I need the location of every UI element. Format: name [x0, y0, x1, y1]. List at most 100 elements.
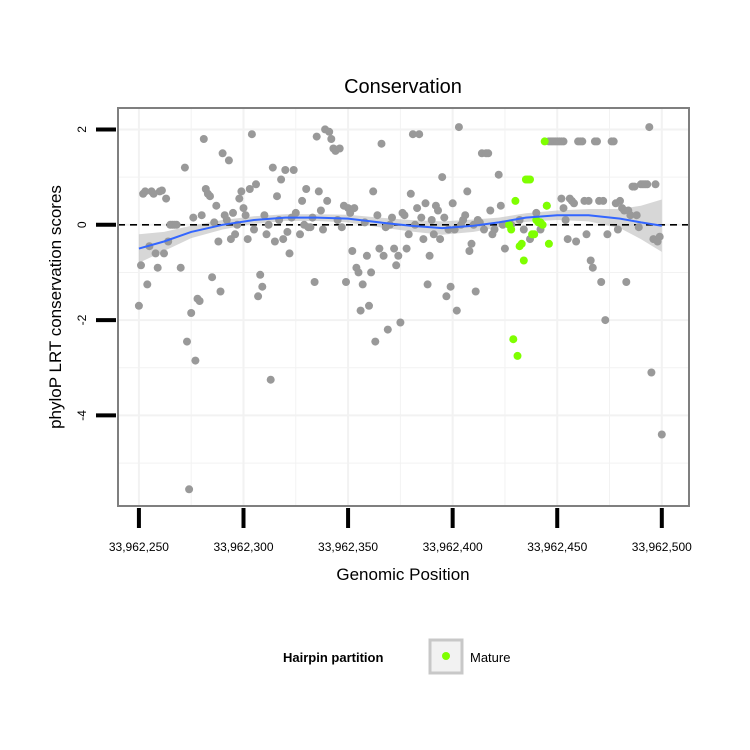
data-point	[266, 375, 275, 384]
data-point	[578, 137, 587, 146]
data-point	[429, 230, 438, 239]
data-point	[559, 137, 568, 146]
data-point	[212, 201, 221, 210]
data-point	[235, 194, 244, 203]
x-axis: 33,962,250 33,962,300 33,962,350 33,962,400…	[109, 508, 692, 554]
y-tick-label: -2	[75, 314, 89, 325]
data-point	[465, 247, 474, 255]
panel-background	[118, 108, 689, 506]
data-point	[354, 268, 363, 277]
data-point	[291, 208, 300, 217]
data-point	[490, 225, 499, 234]
data-point-mature	[540, 137, 549, 146]
data-point	[632, 211, 641, 220]
x-tick-label: 33,962,450	[527, 540, 587, 554]
data-point	[586, 256, 595, 265]
data-point	[172, 220, 181, 229]
data-point	[419, 235, 428, 244]
data-point	[461, 211, 470, 220]
data-point	[367, 268, 376, 277]
data-point	[268, 163, 277, 172]
data-point	[264, 220, 273, 229]
x-tick-label: 33,962,350	[318, 540, 378, 554]
data-point	[369, 187, 378, 196]
data-point	[239, 204, 248, 213]
data-point	[137, 261, 145, 270]
data-point	[454, 123, 463, 132]
data-point	[224, 156, 233, 165]
data-point	[375, 244, 384, 253]
data-point	[634, 223, 643, 232]
data-point	[584, 196, 593, 205]
data-point	[467, 239, 476, 248]
data-point	[561, 216, 570, 224]
plot-panel	[117, 107, 690, 507]
data-point	[243, 235, 252, 244]
data-point	[160, 249, 168, 258]
data-point	[411, 220, 419, 229]
data-point	[323, 196, 332, 205]
data-point	[484, 149, 493, 158]
chart-title: Conservation	[344, 76, 462, 98]
data-point	[400, 211, 409, 220]
data-point	[383, 325, 392, 334]
data-point	[519, 225, 528, 234]
data-point	[208, 273, 217, 282]
data-point	[559, 204, 568, 213]
data-point	[657, 430, 666, 439]
data-point	[622, 278, 631, 286]
data-point	[342, 278, 350, 286]
data-point	[252, 180, 260, 189]
data-point	[616, 196, 624, 205]
data-point	[603, 230, 612, 239]
data-point	[285, 249, 294, 258]
data-point	[258, 282, 267, 291]
data-point	[206, 192, 214, 201]
data-point	[572, 237, 581, 246]
data-point-mature	[530, 230, 539, 239]
data-point	[415, 130, 424, 139]
data-point	[532, 208, 541, 217]
data-point	[613, 225, 622, 234]
data-point	[597, 278, 606, 286]
data-point	[434, 206, 442, 215]
data-point	[241, 211, 250, 220]
data-point	[438, 173, 447, 182]
x-tick-label: 33,962,300	[213, 540, 273, 554]
smooth-trend-line	[138, 214, 662, 250]
data-point	[563, 235, 572, 244]
data-point-mature	[519, 256, 528, 265]
data-point	[277, 175, 286, 184]
data-point	[254, 292, 263, 301]
data-point	[388, 213, 396, 222]
data-point	[630, 182, 639, 191]
y-axis: 2 0 -2 -4	[75, 126, 116, 421]
data-point	[325, 127, 334, 136]
data-point	[312, 132, 321, 141]
data-point	[356, 306, 365, 315]
data-point	[298, 196, 307, 205]
data-point-mature	[544, 239, 553, 248]
data-point	[601, 316, 610, 325]
data-point	[423, 280, 432, 289]
data-point	[494, 170, 503, 179]
data-point	[655, 232, 664, 241]
data-point	[327, 135, 336, 143]
data-point	[392, 261, 401, 270]
data-point	[421, 199, 430, 208]
data-point	[471, 287, 480, 296]
data-point	[417, 213, 426, 222]
data-point	[425, 251, 434, 260]
data-point	[480, 225, 488, 234]
data-point	[436, 235, 445, 244]
data-point	[185, 485, 194, 494]
data-point	[143, 280, 152, 289]
data-point	[260, 211, 269, 220]
data-point	[262, 230, 271, 239]
data-point-mature	[511, 196, 520, 205]
data-point	[316, 206, 325, 215]
data-point	[427, 216, 436, 224]
data-point	[365, 301, 373, 310]
data-point	[191, 356, 200, 365]
x-tick-label: 33,962,500	[632, 540, 692, 554]
